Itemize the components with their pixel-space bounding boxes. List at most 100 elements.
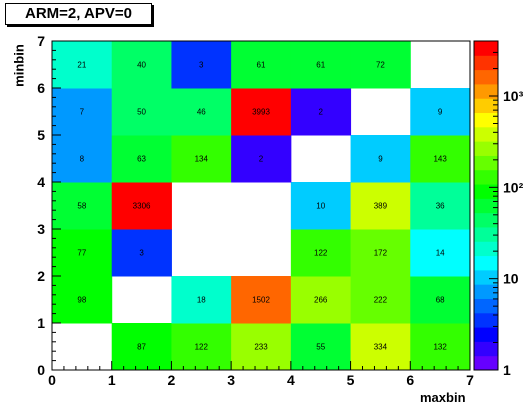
colorbar-segment: [474, 169, 498, 185]
colorbar-segment: [474, 255, 498, 271]
cell-value-label: 222: [374, 296, 388, 305]
heatmap-cell: [171, 135, 232, 183]
cell-value-label: 9: [438, 108, 443, 117]
cell-value-label: 77: [77, 249, 86, 258]
cell-value-label: 58: [77, 202, 86, 211]
colorbar-tick-label: 10³: [503, 88, 524, 104]
heatmap-cell: [410, 135, 471, 183]
colorbar-segment: [474, 284, 498, 299]
cell-value-label: 122: [314, 249, 328, 258]
cell-value-label: 2: [318, 108, 323, 117]
x-tick-label: 6: [406, 372, 414, 388]
heatmap-cell: [231, 276, 292, 324]
colorbar-segment: [474, 98, 498, 114]
colorbar-segment: [474, 327, 498, 342]
heatmap-cell: [231, 135, 292, 183]
cell-value-label: 2: [259, 155, 264, 164]
heatmap-cell: [290, 182, 352, 230]
cell-value-label: 3993: [252, 108, 270, 117]
cell-value-label: 132: [433, 343, 447, 352]
x-tick-label: 5: [347, 372, 355, 388]
heatmap-cell: [350, 182, 411, 230]
cell-value-label: 36: [436, 202, 445, 211]
heatmap-cell: [111, 323, 172, 371]
heatmap-cell: [52, 135, 113, 183]
y-tick-label: 4: [37, 174, 45, 190]
heatmap-cell: [350, 323, 411, 371]
colorbar-segment: [474, 69, 498, 85]
cell-value-label: 61: [257, 61, 266, 70]
heatmap-cell: [171, 88, 232, 136]
heatmap-cell: [290, 276, 352, 324]
colorbar-segment: [474, 83, 498, 99]
heatmap-cell: [52, 88, 113, 136]
cell-value-label: 233: [254, 343, 268, 352]
heatmap-cell: [290, 88, 352, 136]
y-axis-label: minbin: [11, 44, 27, 87]
y-tick-label: 6: [37, 80, 45, 96]
heatmap-cell: [111, 182, 172, 230]
x-tick-label: 1: [108, 372, 116, 388]
heatmap-cell: [111, 88, 172, 136]
heatmap-cell: [111, 135, 172, 183]
cell-value-label: 55: [316, 343, 325, 352]
colorbar-segment: [474, 269, 498, 285]
heatmap-cell: [231, 41, 292, 89]
y-tick-label: 5: [37, 127, 45, 143]
heatmap-cell: [350, 276, 411, 324]
heatmap-cell: [290, 323, 352, 371]
colorbar-segment: [474, 298, 498, 314]
chart-title: ARM=2, APV=0: [5, 3, 152, 25]
colorbar-segment: [474, 355, 498, 371]
x-tick-label: 7: [466, 372, 474, 388]
cell-value-label: 143: [433, 155, 447, 164]
heatmap-cell: [290, 41, 352, 89]
heatmap-cell: [410, 276, 471, 324]
cell-value-label: 63: [137, 155, 146, 164]
cell-value-label: 50: [137, 108, 146, 117]
colorbar-segment: [474, 112, 498, 128]
heatmap-cell: [231, 88, 292, 136]
heatmap-cell: [171, 323, 232, 371]
cell-value-label: 172: [374, 249, 388, 258]
heatmap-cell: [350, 135, 411, 183]
colorbar-segment: [474, 341, 498, 357]
cell-value-label: 10: [316, 202, 325, 211]
heatmap-cell: [350, 41, 411, 89]
heatmap-cell: [410, 182, 471, 230]
heatmap-cell: [52, 41, 113, 89]
x-axis-label: maxbin: [420, 390, 466, 405]
y-tick-label: 1: [37, 315, 45, 331]
cell-value-label: 68: [436, 296, 445, 305]
cell-value-label: 9: [378, 155, 383, 164]
heatmap-cell: [171, 41, 232, 89]
heatmap-cell: [350, 229, 411, 277]
y-tick-label: 2: [37, 268, 45, 284]
cell-value-label: 61: [316, 61, 325, 70]
cell-value-label: 3: [139, 249, 144, 258]
colorbar-tick-label: 10²: [503, 179, 524, 195]
heatmap-cell: [410, 88, 471, 136]
cell-value-label: 266: [314, 296, 328, 305]
cell-value-label: 122: [195, 343, 209, 352]
colorbar-segment: [474, 155, 498, 171]
cell-value-label: 8: [80, 155, 85, 164]
cell-value-label: 134: [195, 155, 209, 164]
heatmap-cell: [52, 182, 113, 230]
x-tick-label: 2: [168, 372, 176, 388]
heatmap-cell: [111, 229, 172, 277]
cell-value-label: 7: [80, 108, 85, 117]
cell-value-label: 21: [77, 61, 86, 70]
y-tick-label: 0: [37, 362, 45, 378]
y-tick-label: 3: [37, 221, 45, 237]
cell-value-label: 46: [197, 108, 206, 117]
colorbar-segment: [474, 212, 498, 228]
heatmap-cell: [290, 229, 352, 277]
colorbar-tick-label: 1: [503, 362, 511, 378]
colorbar-segment: [474, 41, 498, 56]
colorbar-segment: [474, 126, 498, 142]
colorbar-segment: [474, 198, 498, 214]
cell-value-label: 1502: [252, 296, 270, 305]
heatmap-cell: [410, 229, 471, 277]
colorbar-segment: [474, 241, 498, 257]
